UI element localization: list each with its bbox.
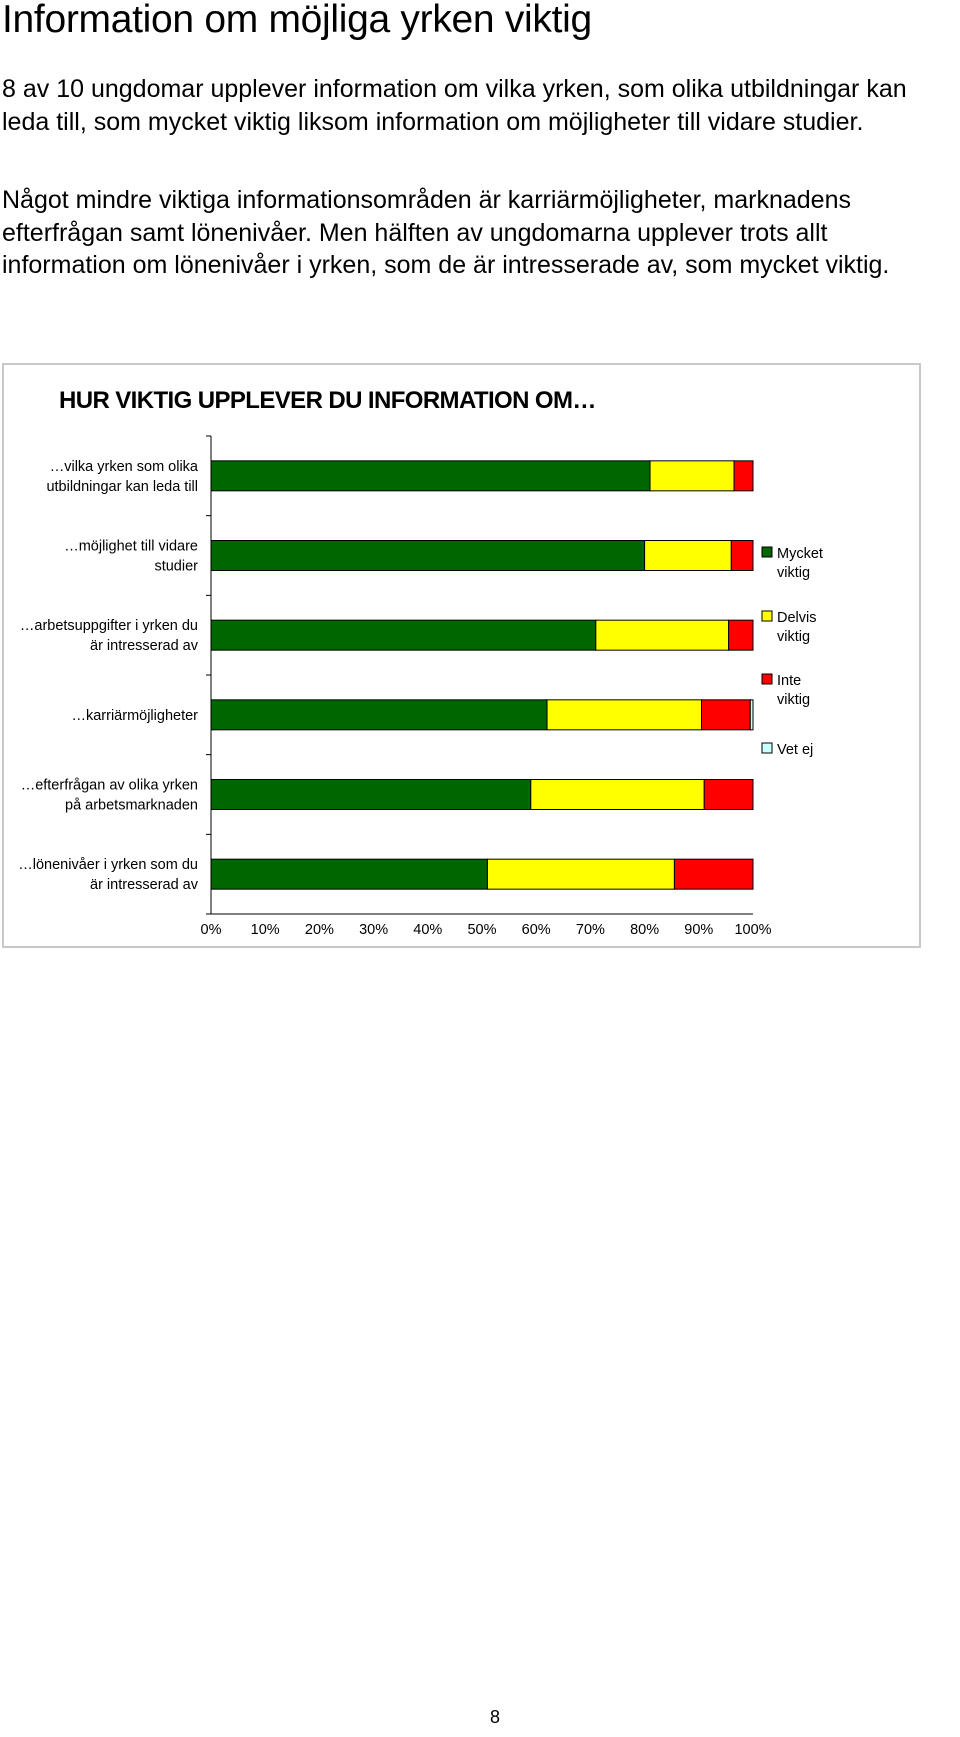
bar-segment [703,779,754,810]
x-tick-label: 50% [467,922,496,938]
intro-paragraph: 8 av 10 ungdomar upplever information om… [2,75,907,136]
bar-segment [210,540,646,571]
page-number: 8 [490,1707,501,1727]
x-tick-label: 60% [522,922,551,938]
stacked-bar-chart: …vilka yrken som olika utbildningar kan l… [18,435,823,938]
bar-segment [649,460,735,492]
bar-segment [210,699,548,731]
bar-segment [546,699,703,731]
legend-label: Inte viktig [777,673,810,708]
x-tick-label: 90% [684,922,713,938]
x-tick-label: 20% [305,922,334,938]
category-label: …möjlighet till vidare studier [64,539,198,575]
legend-swatch [761,673,773,685]
page-title: Information om möjliga yrken viktig [2,0,592,41]
bar-segment [730,540,754,571]
x-tick-label: 0% [201,922,222,938]
bar-segment [701,699,751,731]
bar-segment [210,619,597,651]
bar-segment [595,619,730,651]
bar-segment [644,540,732,571]
x-tick-label: 40% [413,922,442,938]
legend-label: Delvis viktig [777,610,816,645]
bar-segment [486,858,675,890]
bar-segment [210,858,488,890]
x-tick-label: 10% [251,922,280,938]
bar-segment [728,619,754,651]
legend-label: Mycket viktig [777,546,823,581]
bar-segment [673,858,754,890]
x-tick-label: 80% [630,922,659,938]
bar-segment [210,779,532,810]
bar-segment [749,699,754,731]
category-label: …efterfrågan av olika yrken på arbetsmark… [21,778,198,814]
category-label: …karriärmöjligheter [71,708,198,724]
legend-swatch [761,546,773,558]
bar-segment [733,460,754,492]
category-label: …arbetsuppgifter i yrken du är intressera… [20,618,199,654]
legend-label: Vet ej [777,742,813,758]
legend-swatch [761,610,773,622]
bar-segment [210,460,651,492]
bar-segment [530,779,705,810]
x-tick-label: 100% [734,922,771,938]
chart-title: HUR VIKTIG UPPLEVER DU INFORMATION OM… [59,387,596,414]
detail-paragraph: Något mindre viktiga informationsområden… [2,186,890,279]
legend-swatch [761,742,773,754]
x-tick-label: 70% [576,922,605,938]
category-label: …vilka yrken som olika utbildningar kan l… [46,459,198,495]
category-label: …lönenivåer i yrken som du är intresserad… [18,857,198,893]
x-tick-label: 30% [359,922,388,938]
